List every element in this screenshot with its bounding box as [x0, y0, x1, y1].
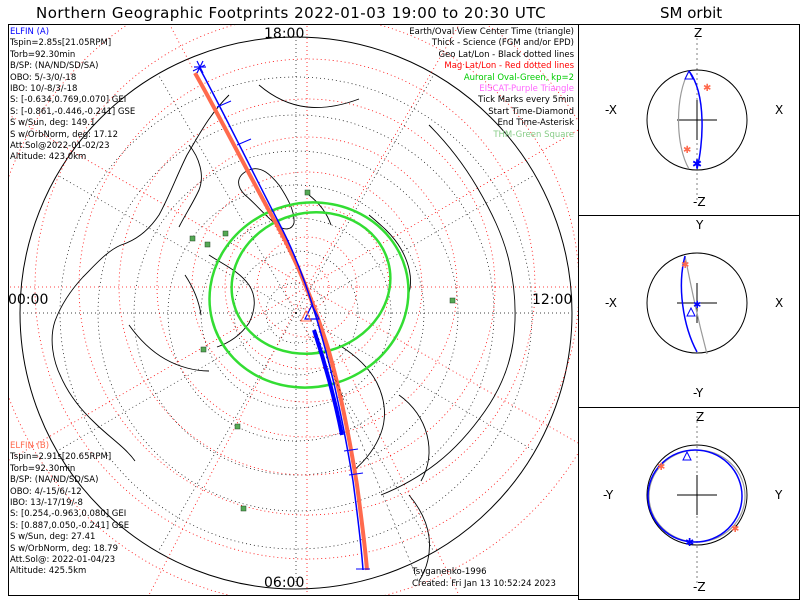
- legend-item: Thick - Science (FGM and/or EPD): [431, 38, 574, 49]
- legend-item: Geo Lat/Lon - Black dotted lines: [438, 49, 574, 60]
- elfin-a-line: S: [-0.861,-0.446,-0.241] GSE: [10, 106, 136, 117]
- sm2-right: X: [775, 296, 784, 310]
- elfin-b-line: S w/Sun, deg: 27.41: [10, 532, 96, 543]
- legend-item: Auroral Oval-Green, kp=2: [463, 72, 574, 83]
- sm2-bottom: -Y: [693, 386, 704, 400]
- elfin-b-line: Altitude: 425.5km: [10, 566, 87, 577]
- sm-orbit-title: SM orbit: [660, 4, 723, 22]
- view-center-triangle: [304, 303, 320, 320]
- sm1-right: X: [775, 103, 784, 117]
- legend-item: Earth/Oval View Center Time (triangle): [409, 27, 574, 37]
- sm1-bottom: -Z: [693, 195, 706, 209]
- elfin-a-line: B/SP: (NA/ND/SD/SA): [10, 61, 99, 72]
- thm-stations: [189, 189, 456, 512]
- svg-text:✱: ✱: [703, 83, 711, 94]
- sm2-top: Y: [696, 218, 704, 232]
- elfin-a-name: ELFIN (A): [10, 27, 50, 37]
- elfin-a-track: [198, 66, 364, 571]
- map-label-bottom: 06:00: [264, 575, 305, 591]
- elfin-a-line: Altitude: 423.0km: [10, 152, 87, 163]
- elfin-b-line: B/SP: (NA/ND/SD/SA): [10, 475, 99, 486]
- legend-item: EISCAT-Purple Triangle: [479, 83, 574, 94]
- svg-text:✱: ✱: [657, 462, 665, 473]
- legend-item: End Time-Asterisk: [497, 118, 574, 129]
- legend-item: Mag Lat/Lon - Red dotted lines: [444, 61, 574, 72]
- map-label-right: 12:00: [532, 292, 573, 308]
- sm1-top: Z: [694, 26, 703, 40]
- elfin-b-line: Att.Sol@: 2022-01-04/23: [10, 554, 116, 565]
- legend-item: Start Time-Diamond: [488, 106, 574, 117]
- earth-disc: [19, 36, 573, 590]
- elfin-a-line: IBO: 10/-8/3/-18: [10, 83, 78, 94]
- elfin-a-line: S w/Sun, deg: 149.1: [10, 118, 96, 129]
- elfin-b-line: S: [0.887,0.050,-0.241] GSE: [10, 520, 130, 531]
- sm3-right: Y: [775, 488, 783, 502]
- sm3-left: -Y: [603, 488, 614, 502]
- end-asterisk-a: [194, 60, 206, 74]
- elfin-b-line: IBO: 13/-17/19/-8: [10, 497, 83, 508]
- elfin-a-line: Tspin=2.85s[21.05RPM]: [10, 38, 112, 49]
- elfin-a-line: OBO: 5/-3/0/-18: [10, 72, 77, 83]
- track-ticks: [192, 64, 370, 570]
- elfin-a-line: Att.Sol@2022-01-02/23: [10, 140, 110, 151]
- sm-plot-yz: ✱ ✱ ✱: [646, 416, 748, 583]
- svg-text:✱: ✱: [731, 524, 739, 535]
- mag-lon-lines: [9, 25, 578, 595]
- elfin-b-line: Tspin=2.91s[20.65RPM]: [10, 452, 112, 463]
- svg-text:✱: ✱: [683, 145, 691, 156]
- svg-text:✱: ✱: [681, 260, 689, 271]
- sun-direction-line: [308, 314, 420, 584]
- sm-plot-xz: ✱ ✱ ✱: [646, 33, 748, 200]
- elfin-a-line: S w/OrbNorm, deg: 17.12: [10, 129, 119, 140]
- elfin-a-info: ELFIN (A) Tspin=2.85s[21.05RPM] Torb=92.…: [10, 27, 135, 164]
- coastlines: [51, 84, 516, 582]
- elfin-a-line: Torb=92.30min: [10, 49, 76, 60]
- sm2-left: -X: [605, 296, 617, 310]
- legend-item: Tick Marks every 5min: [478, 95, 574, 106]
- elfin-b-line: Torb=92.30min: [10, 463, 76, 474]
- map-label-left: 00:00: [8, 292, 49, 308]
- elfin-b-line: S w/OrbNorm, deg: 18.79: [10, 543, 119, 554]
- svg-text:✱: ✱: [685, 536, 694, 549]
- map-legend: Earth/Oval View Center Time (triangle) T…: [409, 27, 574, 141]
- page-title: Northern Geographic Footprints 2022-01-0…: [36, 4, 547, 22]
- sm3-bottom: -Z: [693, 580, 706, 594]
- elfin-a-science: [312, 329, 344, 436]
- map-label-top: 18:00: [264, 26, 305, 42]
- svg-text:✱: ✱: [692, 157, 702, 171]
- model-credit: Tsyganenko-1996: [412, 567, 487, 577]
- sm-plot-xy: ✱ ✱: [646, 252, 748, 355]
- elfin-b-name: ELFIN (B): [10, 441, 50, 451]
- polar-map: [9, 25, 578, 595]
- elfin-a-line: S: [-0.634,0.769,0.070] GEI: [10, 95, 127, 106]
- created-timestamp: Created: Fri Jan 13 10:52:24 2023: [412, 579, 556, 589]
- svg-text:✱: ✱: [693, 300, 701, 311]
- sm1-left: -X: [605, 103, 617, 117]
- legend-item: THM-Green Square: [493, 129, 574, 140]
- elfin-b-track: [193, 72, 369, 571]
- elfin-b-line: OBO: 4/-15/6/-12: [10, 486, 82, 497]
- sm3-top: Z: [696, 410, 705, 424]
- elfin-b-line: S: [0.254,-0.963,0.080] GEI: [10, 509, 127, 520]
- elfin-b-info: ELFIN (B) Tspin=2.91s[20.65RPM] Torb=92.…: [10, 441, 129, 578]
- view-center-triangle-b: [300, 309, 312, 322]
